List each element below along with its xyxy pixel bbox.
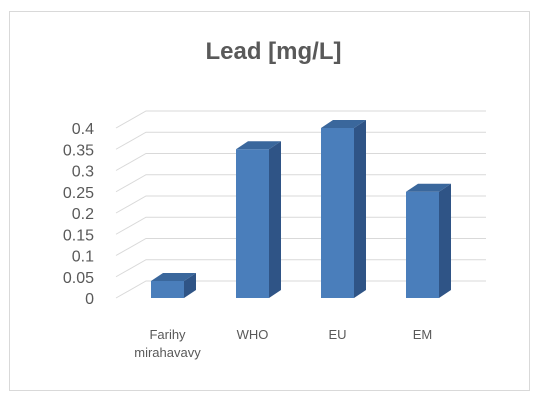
gridline <box>115 259 486 278</box>
bar-front <box>321 128 354 298</box>
gridlines <box>115 110 486 299</box>
bar-top <box>236 141 281 150</box>
bar-side <box>354 120 366 298</box>
bar-front <box>236 149 269 298</box>
bars <box>151 120 451 298</box>
gridline <box>115 174 486 193</box>
gridline <box>115 153 486 171</box>
bar-side <box>439 183 451 298</box>
bar <box>406 183 451 298</box>
y-tick-label: 0.4 <box>72 121 94 138</box>
bar-side <box>184 273 196 298</box>
x-axis-labels: Farihy mirahavavy WHO EU EM <box>134 327 432 360</box>
bar-side <box>269 141 281 298</box>
bar-top <box>151 273 196 281</box>
chart-title: Lead [mg/L] <box>205 38 342 65</box>
y-tick-label: 0.1 <box>72 249 94 266</box>
gridline <box>115 110 486 129</box>
gridline <box>115 280 486 299</box>
y-tick-label: 0.05 <box>63 270 94 287</box>
bar-top <box>321 120 366 128</box>
bar-top <box>406 183 451 192</box>
y-tick-label: 0.25 <box>63 185 94 202</box>
y-tick-label: 0 <box>85 291 94 308</box>
x-category-label: EU <box>328 327 346 342</box>
bar <box>321 120 366 298</box>
x-category-label: Farihy mirahavavy <box>134 327 201 360</box>
bar <box>236 141 281 298</box>
x-category-label: EM <box>413 327 433 342</box>
x-category-label: WHO <box>237 327 269 342</box>
gridline <box>115 216 486 235</box>
y-tick-label: 0.3 <box>72 164 94 181</box>
gridline <box>115 195 486 214</box>
y-tick-label: 0.35 <box>63 142 94 159</box>
y-axis-ticks: 0 0.05 0.1 0.15 0.2 0.25 0.3 0.35 0.4 <box>63 121 94 308</box>
bar <box>151 273 196 298</box>
bar-front <box>406 191 439 298</box>
y-tick-label: 0.2 <box>72 206 94 223</box>
gridline <box>115 238 486 256</box>
gridline <box>115 131 486 150</box>
y-tick-label: 0.15 <box>63 227 94 244</box>
bar-front <box>151 281 184 298</box>
